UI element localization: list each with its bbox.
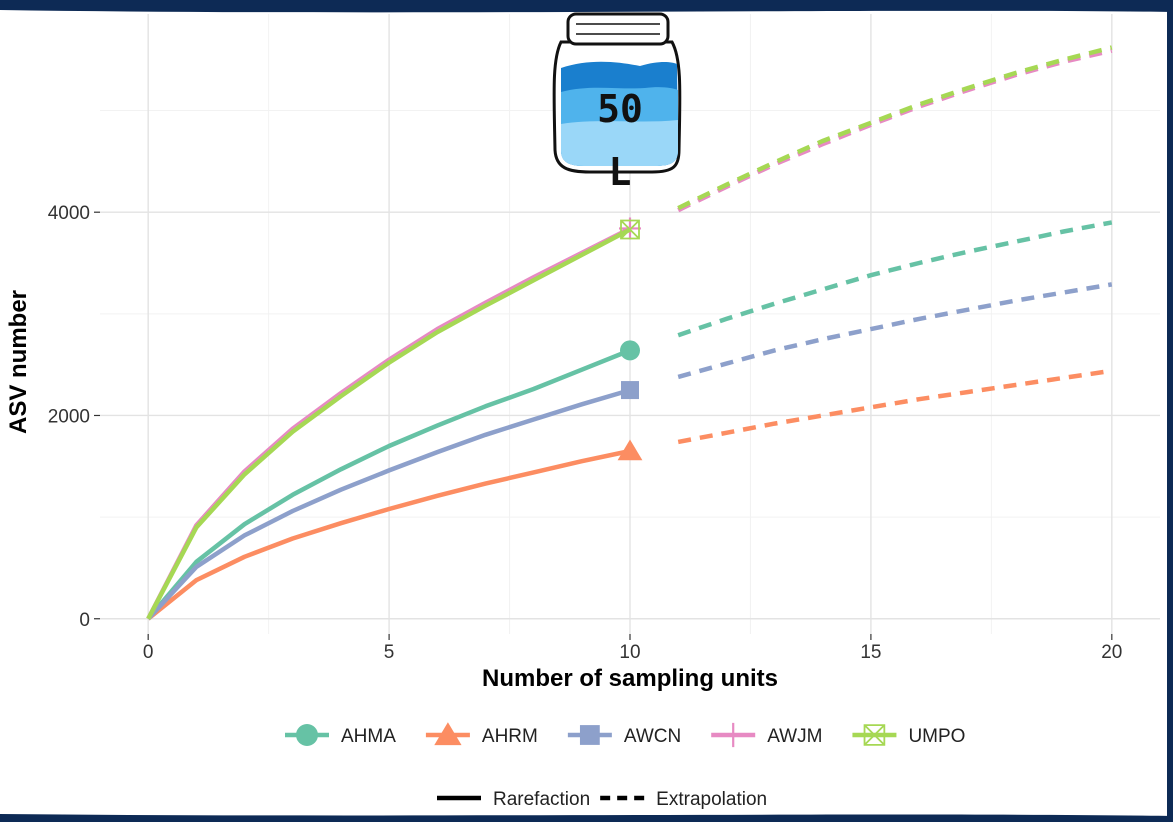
legend-label: Extrapolation (656, 789, 767, 810)
line-type-legend: Rarefaction Extrapolation (437, 789, 767, 810)
observed-point-ahma (620, 340, 640, 361)
observed-point-umpo (620, 219, 640, 240)
series-ahma (146, 220, 1113, 621)
x-tick-label: 10 (619, 642, 640, 663)
jar-lid (566, 12, 670, 46)
x-tick-label: 20 (1101, 642, 1122, 663)
rarefaction-line-awcn (146, 387, 631, 621)
x-tick-label: 0 (143, 642, 154, 663)
series-layer (146, 45, 1113, 621)
legend-label: AWJM (767, 726, 822, 747)
axes: 0 5 10 15 20 0 2000 4000 (48, 203, 1123, 663)
rarefaction-line-ahma (146, 348, 631, 621)
legend-key-marker (579, 725, 600, 745)
rarefaction-line-umpo (146, 227, 632, 620)
extrapolation-line-ahma (677, 220, 1113, 338)
y-tick-label: 4000 (48, 203, 90, 224)
legend-key-marker (721, 722, 746, 748)
legend-label: AHMA (341, 726, 396, 747)
water-jar-icon: 50 L (552, 12, 682, 194)
rarefaction-line-ahrm (146, 448, 631, 621)
legend-item-awjm: AWJM (711, 722, 822, 748)
x-axis-title: Number of sampling units (482, 665, 778, 692)
series-legend: AHMA AHRM AWCN AWJM UMPO (285, 722, 965, 748)
legend-item-extrapolation: Extrapolation (600, 789, 767, 810)
jar-label-line1: 50 (597, 87, 643, 131)
extrapolation-line-ahrm (677, 368, 1113, 445)
x-tick-label: 15 (860, 642, 881, 663)
legend-key-marker (296, 724, 318, 746)
legend-label: UMPO (908, 726, 965, 747)
series-awcn (146, 282, 1113, 621)
jar-water-light (561, 120, 678, 166)
legend-item-rarefaction: Rarefaction (437, 789, 590, 810)
legend-item-umpo: UMPO (852, 724, 965, 747)
observed-point-awcn (621, 381, 639, 400)
extrapolation-line-awcn (677, 282, 1113, 380)
legend-label: AWCN (624, 726, 681, 747)
y-axis-title: ASV number (5, 290, 32, 434)
legend-item-awcn: AWCN (567, 725, 681, 747)
observed-point-ahrm (617, 439, 643, 461)
jar-label-line2: L (609, 150, 632, 194)
legend-item-ahma: AHMA (285, 724, 396, 747)
legend-key-marker (434, 722, 462, 746)
series-ahrm (146, 368, 1113, 621)
legend-key-marker (863, 724, 886, 746)
x-tick-label: 5 (384, 642, 395, 663)
y-tick-label: 0 (79, 610, 90, 631)
legend-item-ahrm: AHRM (425, 722, 538, 747)
series-umpo (146, 45, 1113, 620)
grid-lines (100, 14, 1160, 634)
y-tick-label: 2000 (48, 406, 90, 427)
legend-label: AHRM (482, 726, 538, 747)
legend-label: Rarefaction (493, 789, 590, 810)
